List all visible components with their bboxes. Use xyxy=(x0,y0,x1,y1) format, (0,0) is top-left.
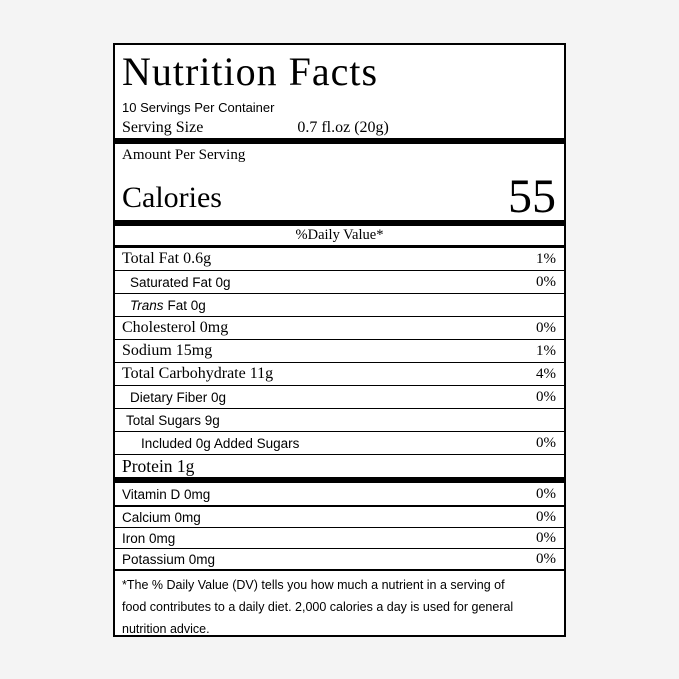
vitamin-row-vitamin-d: Vitamin D 0mg 0% xyxy=(115,483,564,507)
nutrient-daily-value: 1% xyxy=(536,342,556,359)
nutrient-row-total-sugars: Total Sugars 9g xyxy=(115,409,564,432)
thick-divider xyxy=(115,220,564,226)
nutrient-name: Total Sugars 9g xyxy=(126,412,220,428)
serving-size-label: Serving Size xyxy=(122,118,204,136)
vitamin-name: Calcium 0mg xyxy=(122,509,201,525)
amount-per-serving-label: Amount Per Serving xyxy=(122,147,246,163)
footnote-line: nutrition advice. xyxy=(122,622,210,636)
thick-divider xyxy=(115,477,564,483)
nutrient-row-total-fat: Total Fat 0.6g 1% xyxy=(115,248,564,271)
nutrient-row-protein: Protein 1g xyxy=(115,455,564,477)
footnote-line: food contributes to a daily diet. 2,000 … xyxy=(122,600,514,614)
nutrient-name: Protein 1g xyxy=(122,455,195,476)
nutrient-daily-value: 4% xyxy=(536,365,556,382)
nutrient-row-dietary-fiber: Dietary Fiber 0g 0% xyxy=(115,386,564,409)
vitamin-row-calcium: Calcium 0mg 0% xyxy=(115,507,564,528)
nutrient-name: Included 0g Added Sugars xyxy=(141,435,300,451)
vitamin-name: Iron 0mg xyxy=(122,530,176,546)
nutrient-row-sodium: Sodium 15mg 1% xyxy=(115,340,564,363)
nutrient-name: Cholesterol 0mg xyxy=(122,319,229,336)
nutrient-daily-value: 0% xyxy=(536,273,556,290)
vitamin-daily-value: 0% xyxy=(536,529,556,546)
serving-size-row: Serving Size 0.7 fl.oz (20g) xyxy=(115,117,564,138)
nutrient-row-saturated-fat: Saturated Fat 0g 0% xyxy=(115,271,564,294)
nutrient-row-total-carbohydrate: Total Carbohydrate 11g 4% xyxy=(115,363,564,386)
nutrient-row-added-sugars: Included 0g Added Sugars 0% xyxy=(115,432,564,455)
trans-italic: Trans xyxy=(130,297,164,313)
nutrient-name: Trans Fat 0g xyxy=(115,298,206,313)
nutrient-row-trans-fat: Trans Fat 0g xyxy=(115,294,564,317)
nutrient-name: Saturated Fat 0g xyxy=(130,274,231,290)
servings-per-container: 10 Servings Per Container xyxy=(122,100,275,115)
vitamin-row-potassium: Potassium 0mg 0% xyxy=(115,549,564,569)
vitamin-name: Potassium 0mg xyxy=(122,551,216,567)
medium-divider xyxy=(115,245,564,248)
nutrient-row-cholesterol: Cholesterol 0mg 0% xyxy=(115,317,564,340)
daily-value-header: %Daily Value* xyxy=(295,227,384,243)
trans-rest: Fat 0g xyxy=(167,297,206,313)
vitamin-row-iron: Iron 0mg 0% xyxy=(115,528,564,549)
nutrient-name: Sodium 15mg xyxy=(122,342,213,359)
footnote-line: *The % Daily Value (DV) tells you how mu… xyxy=(122,578,505,592)
serving-size-value: 0.7 fl.oz (20g) xyxy=(297,118,389,136)
vitamin-daily-value: 0% xyxy=(536,485,556,502)
nutrient-name: Dietary Fiber 0g xyxy=(130,389,227,405)
nutrient-daily-value: 0% xyxy=(536,319,556,336)
calories-value: 55 xyxy=(508,169,556,223)
thick-divider xyxy=(115,138,564,144)
nutrient-daily-value: 0% xyxy=(536,434,556,451)
vitamin-name: Vitamin D 0mg xyxy=(122,486,211,502)
nutrient-daily-value: 0% xyxy=(536,388,556,405)
nutrient-daily-value: 1% xyxy=(536,250,556,267)
nutrition-facts-label: Nutrition Facts 10 Servings Per Containe… xyxy=(113,43,566,637)
label-title: Nutrition Facts xyxy=(122,49,379,94)
footnote: *The % Daily Value (DV) tells you how mu… xyxy=(115,569,564,636)
vitamin-daily-value: 0% xyxy=(536,550,556,567)
nutrient-name: Total Carbohydrate 11g xyxy=(122,365,274,382)
nutrient-name: Total Fat 0.6g xyxy=(122,250,212,267)
calories-row: Calories 55 xyxy=(115,163,564,220)
vitamin-daily-value: 0% xyxy=(536,508,556,525)
calories-label: Calories xyxy=(122,181,222,214)
